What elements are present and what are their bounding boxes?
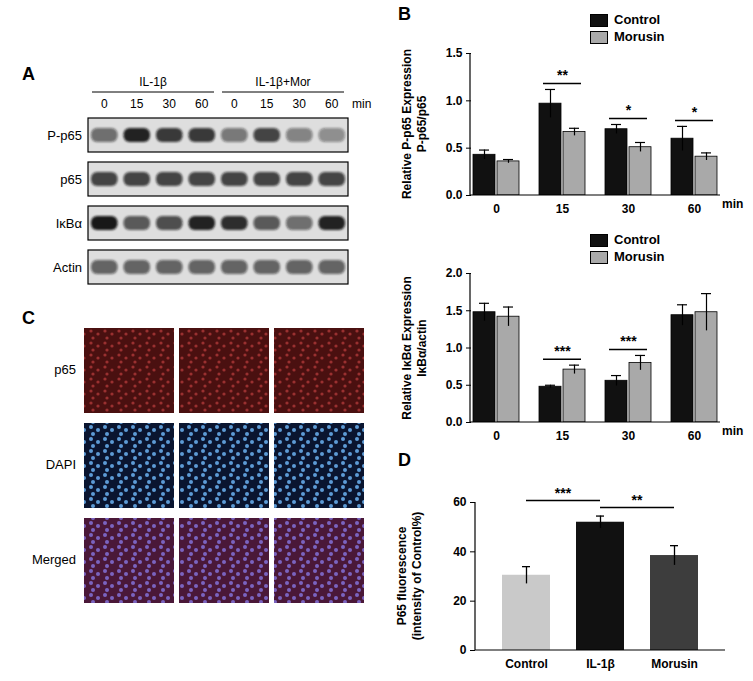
svg-text:20: 20 [453,594,467,608]
html-text:min: min [722,424,744,438]
html-text:P65 fluorescence (intensity of: P65 fluorescence (intensity of Control%) [395,511,424,641]
html-text:Relative IκBα Expression IκBα/: Relative IκBα Expression IκBα/actin [400,275,429,420]
svg-text:0: 0 [460,643,467,657]
svg-text:15: 15 [130,97,144,111]
svg-text:DAPI: DAPI [46,457,76,472]
svg-text:60: 60 [195,97,209,111]
svg-text:*: * [692,104,698,120]
svg-text:Control: Control [505,657,548,671]
html-text:Control: Control [614,232,661,247]
svg-text:30: 30 [163,97,177,111]
html-text:D: D [398,450,411,470]
svg-text:1.0: 1.0 [446,341,463,355]
svg-text:0: 0 [493,429,500,443]
html-text:A: A [22,64,35,84]
svg-text:**: ** [632,492,643,508]
svg-text:30: 30 [622,202,636,216]
svg-text:Merged: Merged [32,552,76,567]
html-text:Morusin: Morusin [614,249,665,264]
svg-text:1.5: 1.5 [446,46,463,60]
svg-text:p65: p65 [60,172,82,187]
svg-text:0.5: 0.5 [446,141,463,155]
svg-text:***: *** [620,333,637,349]
html-text:Relative P-p65 Expression P-p6: Relative P-p65 Expression P-p65/p65 [400,49,429,199]
svg-text:30: 30 [293,97,307,111]
svg-text:P-p65: P-p65 [47,128,82,143]
svg-text:60: 60 [688,429,702,443]
svg-text:40: 40 [453,545,467,559]
svg-text:2.0: 2.0 [446,266,463,280]
svg-text:60: 60 [325,97,339,111]
svg-text:0.5: 0.5 [446,378,463,392]
html-text:C: C [22,308,35,328]
svg-text:p65: p65 [54,362,76,377]
svg-text:IL-1β: IL-1β [586,657,615,671]
svg-text:IL-1β+Mor: IL-1β+Mor [255,75,310,89]
html-text:Control: Control [614,12,661,27]
html-text:Morusin: Morusin [614,29,665,44]
svg-text:15: 15 [556,429,570,443]
svg-text:1.0: 1.0 [446,94,463,108]
svg-text:***: *** [554,343,571,359]
svg-text:IL-1β: IL-1β [139,75,167,89]
svg-text:15: 15 [556,202,570,216]
svg-text:***: *** [555,485,572,501]
svg-text:0: 0 [231,97,238,111]
svg-text:60: 60 [453,495,467,509]
svg-text:Morusin: Morusin [651,657,698,671]
svg-text:min: min [352,97,371,111]
svg-text:0: 0 [101,97,108,111]
svg-text:0: 0 [493,202,500,216]
svg-text:0.0: 0.0 [446,415,463,429]
html-text:B: B [398,4,411,24]
svg-text:Actin: Actin [53,260,82,275]
svg-text:30: 30 [622,429,636,443]
svg-text:15: 15 [260,97,274,111]
svg-text:60: 60 [688,202,702,216]
svg-text:**: ** [557,67,568,83]
svg-text:1.5: 1.5 [446,304,463,318]
html-text:min: min [722,197,744,211]
svg-text:IκBα: IκBα [56,216,83,231]
svg-text:0.0: 0.0 [446,188,463,202]
svg-text:*: * [626,102,632,118]
